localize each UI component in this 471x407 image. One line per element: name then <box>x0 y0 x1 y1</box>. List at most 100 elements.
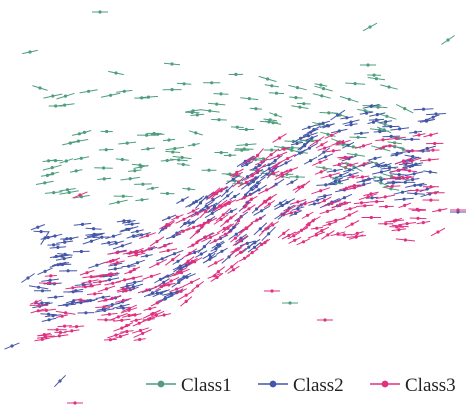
point-class2 <box>38 268 53 275</box>
point-dot <box>286 209 289 212</box>
point-dot <box>329 174 332 177</box>
point-dot <box>182 230 185 233</box>
point-dot <box>328 223 331 226</box>
point-dot <box>357 136 360 139</box>
point-dot <box>122 299 125 302</box>
point-dot <box>267 232 270 235</box>
point-class3 <box>355 143 372 148</box>
point-dot <box>72 290 75 293</box>
point-dot <box>370 216 373 219</box>
point-dot <box>296 86 299 89</box>
point-dot <box>322 166 325 169</box>
point-dot <box>320 170 323 173</box>
point-dot <box>403 204 406 207</box>
point-dot <box>156 301 159 304</box>
point-dot <box>389 125 392 128</box>
point-dot <box>275 183 278 186</box>
point-dot <box>235 248 238 251</box>
point-dot <box>315 227 318 230</box>
point-dot <box>429 170 432 173</box>
point-class3 <box>303 218 316 229</box>
point-dot <box>384 195 387 198</box>
point-dot <box>203 245 206 248</box>
point-dot <box>336 141 339 144</box>
legend-label-class1: Class1 <box>181 375 232 396</box>
point-dot <box>80 250 83 253</box>
point-dot <box>252 180 255 183</box>
point-dot <box>182 218 185 221</box>
point-class3 <box>144 307 157 310</box>
point-dot <box>247 207 250 210</box>
point-dot <box>87 90 90 93</box>
point-dot <box>224 203 227 206</box>
point-dot <box>125 324 128 327</box>
point-class3 <box>362 216 382 219</box>
point-dot <box>107 241 110 244</box>
point-dot <box>320 229 323 232</box>
point-dot <box>308 126 311 129</box>
point-dot <box>295 142 298 145</box>
point-dot <box>287 234 290 237</box>
point-dot <box>456 208 459 211</box>
point-dot <box>286 201 289 204</box>
point-dot <box>294 96 297 99</box>
point-dot <box>339 174 342 177</box>
point-dot <box>356 232 359 235</box>
point-dot <box>366 63 369 66</box>
point-class1 <box>200 109 220 112</box>
point-dot <box>272 172 275 175</box>
point-class1 <box>177 163 190 166</box>
point-dot <box>285 161 288 164</box>
point-dot <box>170 279 173 282</box>
point-dot <box>99 274 102 277</box>
point-dot <box>93 292 96 295</box>
point-dot <box>255 185 258 188</box>
marks-layer <box>5 10 466 404</box>
point-dot <box>271 223 274 226</box>
point-dot <box>145 134 148 137</box>
point-class1 <box>164 62 180 65</box>
point-class3 <box>129 267 140 272</box>
point-dot <box>208 253 211 256</box>
point-dot <box>384 120 387 123</box>
point-dot <box>245 143 248 146</box>
point-class1 <box>173 156 192 159</box>
point-class2 <box>48 296 64 299</box>
point-dot <box>41 289 44 292</box>
point-dot <box>64 311 67 314</box>
point-dot <box>104 298 107 301</box>
point-dot <box>192 221 195 224</box>
point-class2 <box>360 112 373 115</box>
point-dot <box>232 178 235 181</box>
point-dot <box>217 270 220 273</box>
point-dot <box>433 142 436 145</box>
point-class1 <box>188 143 200 146</box>
point-dot <box>406 176 409 179</box>
point-dot <box>146 147 149 150</box>
point-class3 <box>333 163 346 166</box>
point-class2 <box>41 279 59 282</box>
point-dot <box>63 241 66 244</box>
point-dot <box>434 191 437 194</box>
point-dot <box>151 187 154 190</box>
point-dot <box>387 85 390 88</box>
point-class1 <box>160 192 174 195</box>
point-class3 <box>45 274 57 277</box>
point-class3 <box>151 300 163 306</box>
point-dot <box>81 223 84 226</box>
legend-entry-class3: Class3 <box>370 375 456 396</box>
point-dot <box>416 208 419 211</box>
point-class3 <box>47 328 66 331</box>
point-dot <box>116 251 119 254</box>
point-dot <box>160 292 163 295</box>
point-dot <box>114 267 117 270</box>
point-class2 <box>105 234 121 239</box>
point-dot <box>188 221 191 224</box>
point-dot <box>428 158 431 161</box>
point-dot <box>92 227 95 230</box>
point-dot <box>416 189 419 192</box>
point-class3 <box>150 237 164 246</box>
point-dot <box>115 242 118 245</box>
point-class2 <box>42 318 57 321</box>
point-class3 <box>121 323 133 329</box>
